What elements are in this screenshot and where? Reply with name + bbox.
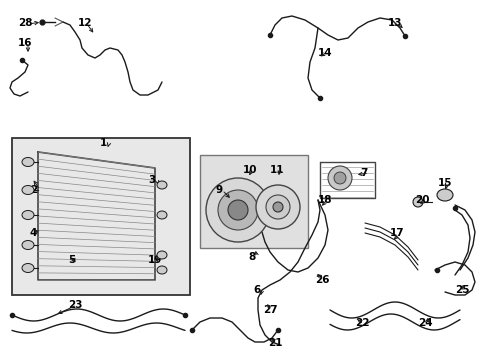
Text: 5: 5 bbox=[68, 255, 75, 265]
Text: 7: 7 bbox=[359, 168, 366, 178]
Text: 28: 28 bbox=[18, 18, 32, 28]
Text: 25: 25 bbox=[454, 285, 468, 295]
Text: 19: 19 bbox=[148, 255, 162, 265]
Ellipse shape bbox=[157, 211, 167, 219]
Text: 21: 21 bbox=[267, 338, 282, 348]
Bar bbox=[200, 155, 307, 248]
Text: 22: 22 bbox=[354, 318, 369, 328]
Text: 24: 24 bbox=[417, 318, 432, 328]
Text: 20: 20 bbox=[414, 195, 428, 205]
Text: 9: 9 bbox=[215, 185, 222, 195]
Text: 3: 3 bbox=[148, 175, 155, 185]
Ellipse shape bbox=[22, 264, 34, 273]
Text: 12: 12 bbox=[78, 18, 92, 28]
Text: 17: 17 bbox=[389, 228, 404, 238]
Text: 11: 11 bbox=[269, 165, 284, 175]
Circle shape bbox=[333, 172, 346, 184]
Ellipse shape bbox=[22, 211, 34, 220]
Circle shape bbox=[265, 195, 289, 219]
Text: 2: 2 bbox=[30, 185, 37, 195]
Circle shape bbox=[327, 166, 351, 190]
Circle shape bbox=[205, 178, 269, 242]
Circle shape bbox=[227, 200, 247, 220]
Ellipse shape bbox=[436, 189, 452, 201]
Text: 27: 27 bbox=[263, 305, 277, 315]
Ellipse shape bbox=[157, 181, 167, 189]
Text: 16: 16 bbox=[18, 38, 32, 48]
Text: 14: 14 bbox=[317, 48, 332, 58]
Text: 6: 6 bbox=[252, 285, 260, 295]
Text: 26: 26 bbox=[314, 275, 329, 285]
Text: 23: 23 bbox=[68, 300, 82, 310]
Circle shape bbox=[218, 190, 258, 230]
Text: 15: 15 bbox=[437, 178, 451, 188]
Text: 10: 10 bbox=[243, 165, 257, 175]
Ellipse shape bbox=[22, 240, 34, 249]
Text: 13: 13 bbox=[387, 18, 402, 28]
Circle shape bbox=[412, 197, 422, 207]
Ellipse shape bbox=[22, 185, 34, 194]
Bar bbox=[12, 138, 190, 295]
Text: 18: 18 bbox=[317, 195, 332, 205]
Text: 1: 1 bbox=[100, 138, 107, 148]
Text: 4: 4 bbox=[30, 228, 37, 238]
Circle shape bbox=[272, 202, 283, 212]
Ellipse shape bbox=[157, 266, 167, 274]
Ellipse shape bbox=[22, 158, 34, 166]
Text: 8: 8 bbox=[247, 252, 255, 262]
Circle shape bbox=[256, 185, 299, 229]
Ellipse shape bbox=[157, 251, 167, 259]
